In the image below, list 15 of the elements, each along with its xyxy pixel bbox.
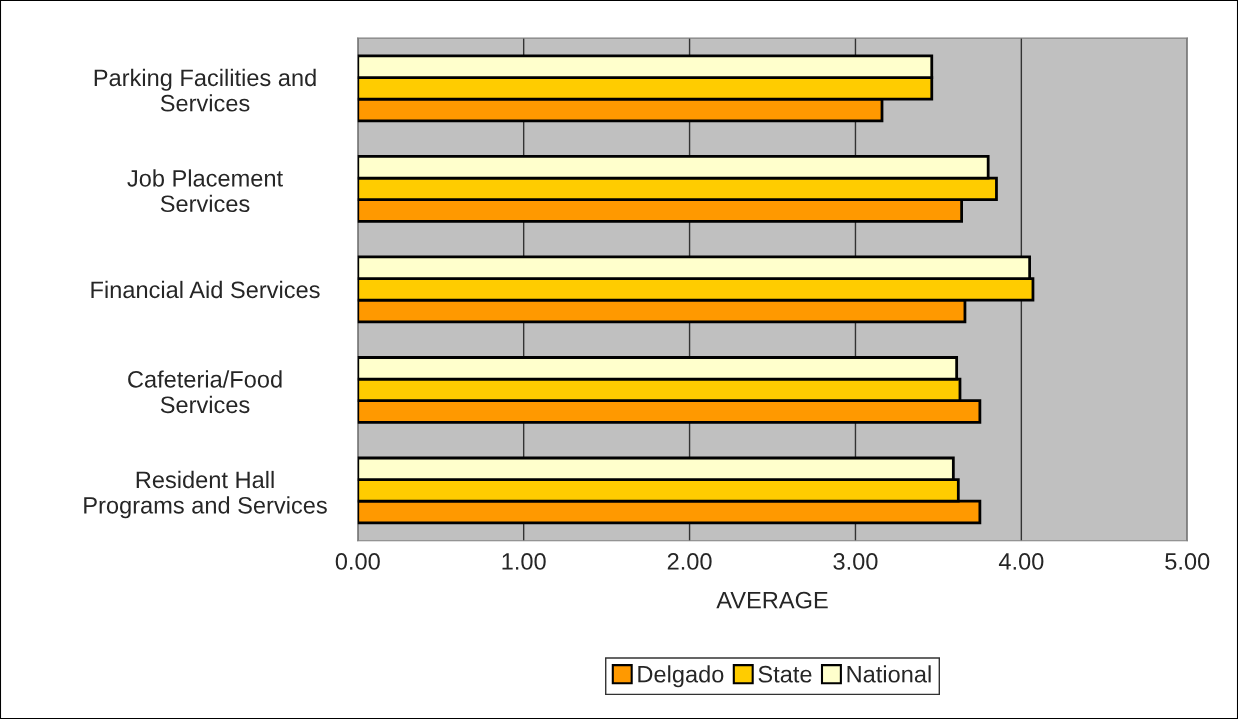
x-axis-title: AVERAGE [716, 591, 828, 609]
x-tick-label: 0.00 [335, 553, 380, 570]
legend-label: National [847, 665, 931, 683]
x-tick-label: 1.00 [502, 553, 546, 570]
x-tick-label: 2.00 [667, 553, 712, 570]
x-tick-label: 4.00 [998, 553, 1044, 570]
y-tick-label: Resident Hall Programs and Services [84, 470, 327, 519]
y-tick-label: Job Placement Services [127, 169, 283, 213]
y-tick-label: Parking Facilities and Services [94, 68, 316, 112]
y-tick-label: Cafeteria/Food Services [128, 370, 282, 414]
legend-label: Delgado [638, 665, 724, 688]
legend-label: State [758, 665, 812, 683]
x-tick-label: 3.00 [833, 553, 878, 570]
y-tick-label: Financial Aid Services [91, 280, 320, 299]
x-tick-label: 5.00 [1165, 553, 1210, 570]
